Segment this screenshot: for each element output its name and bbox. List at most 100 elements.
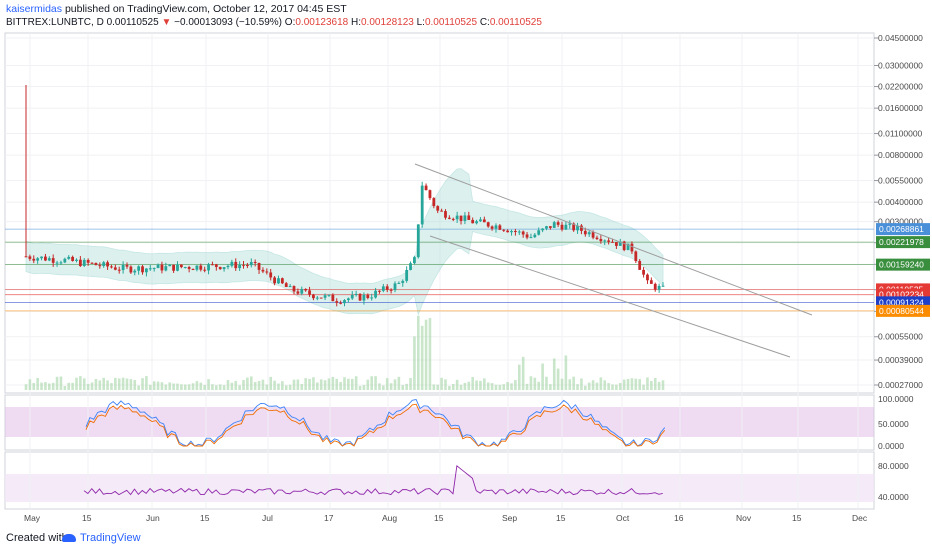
candle-body — [203, 269, 207, 271]
channel-upper[interactable] — [414, 163, 813, 316]
candle-body — [378, 290, 381, 292]
author-link[interactable]: kaisermidas — [6, 3, 63, 15]
candle-body — [191, 269, 195, 271]
volume-bar — [117, 378, 121, 390]
price-change: −0.00013093 (−10.59%) — [174, 17, 283, 28]
x-tick-label: 15 — [82, 513, 92, 523]
volume-bar — [230, 382, 234, 390]
volume-bar — [141, 378, 144, 390]
candle-body — [63, 258, 67, 263]
volume-bar — [397, 376, 401, 390]
volume-bar — [110, 383, 113, 390]
candle-body — [346, 298, 350, 301]
x-tick-label: Jun — [146, 513, 160, 523]
candle-body — [245, 264, 249, 266]
candle-body — [603, 240, 607, 242]
volume-bar — [389, 383, 393, 390]
volume-bar — [541, 363, 544, 390]
volume-bar — [261, 379, 265, 390]
y-tick-label: 0.00300000 — [878, 217, 923, 227]
candle-body — [661, 285, 665, 287]
published-text: published on TradingView.com, October 12… — [64, 3, 347, 15]
volume-bar — [172, 383, 175, 390]
candle-body — [424, 185, 428, 191]
candle-body — [486, 222, 490, 227]
candle-body — [521, 231, 525, 235]
high-value: 0.00128123 — [360, 17, 414, 28]
x-tick-label: 16 — [674, 513, 684, 523]
candle-body — [261, 269, 265, 272]
volume-bar — [350, 378, 354, 390]
candle-body — [172, 264, 175, 271]
candle-body — [506, 230, 510, 233]
volume-bar — [556, 368, 560, 390]
volume-bar — [316, 382, 319, 390]
candle-body — [277, 278, 280, 284]
volume-bar — [164, 384, 168, 390]
x-tick-label: 15 — [434, 513, 444, 523]
volume-bar — [436, 384, 440, 390]
candle-body — [459, 215, 463, 221]
chart-header: kaisermidas published on TradingView.com… — [0, 0, 932, 32]
candle-body — [548, 226, 552, 228]
volume-bar — [152, 381, 156, 390]
volume-bar — [339, 382, 342, 390]
volume-bar — [28, 379, 32, 390]
candle-body — [269, 272, 273, 278]
volume-bar — [94, 378, 98, 390]
volume-bar — [506, 382, 509, 390]
channel-lower[interactable] — [429, 235, 791, 358]
candle-body — [110, 266, 113, 268]
candle-body — [467, 215, 471, 220]
close-label: C: — [479, 17, 490, 28]
y-tick-label: 0.00055000 — [878, 332, 923, 342]
volume-bar — [114, 377, 117, 390]
candle-body — [44, 256, 47, 261]
candle-body — [284, 283, 288, 287]
candle-body — [51, 258, 55, 263]
candle-body — [113, 267, 117, 270]
y-tick-label: 0.00800000 — [878, 150, 923, 160]
candle-body — [47, 258, 51, 261]
volume-bar — [599, 377, 603, 390]
tradingview-logo[interactable]: TradingView — [62, 532, 141, 544]
volume-bar — [471, 376, 474, 390]
publish-line: kaisermidas published on TradingView.com… — [6, 3, 347, 15]
candle-body — [40, 256, 43, 259]
volume-bar — [510, 383, 513, 390]
y-tick-label: 0.00400000 — [878, 197, 923, 207]
price-tag-label: 0.00268861 — [879, 224, 924, 234]
candle-body — [145, 268, 148, 273]
volume-bar — [55, 376, 59, 390]
volume-bar — [661, 380, 665, 390]
volume-bar — [385, 378, 389, 390]
stoch-tick-label: 0.0000 — [878, 441, 904, 451]
price-tag — [876, 304, 930, 317]
candle-body — [475, 221, 478, 224]
volume-bar — [242, 379, 245, 390]
candle-body — [265, 271, 269, 273]
candle-body — [514, 230, 517, 232]
candle-body — [607, 240, 611, 242]
volume-bar — [160, 382, 164, 390]
candle-body — [253, 262, 257, 264]
volume-bar — [622, 379, 626, 390]
volume-bar — [370, 376, 373, 390]
volume-bar — [79, 376, 82, 390]
volume-bar — [51, 382, 55, 390]
candle-body — [498, 225, 502, 230]
candle-body — [381, 286, 385, 291]
volume-bar — [226, 380, 230, 390]
candle-body — [405, 269, 409, 281]
volume-bar — [533, 377, 537, 390]
volume-bar — [451, 383, 455, 390]
candle-body — [71, 256, 75, 261]
candle-body — [385, 286, 389, 290]
candle-body — [160, 264, 164, 271]
volume-bar — [156, 381, 160, 390]
volume-bar — [32, 383, 36, 390]
candle-body — [576, 225, 579, 231]
volume-bar — [288, 384, 292, 390]
candle-body — [141, 266, 144, 273]
